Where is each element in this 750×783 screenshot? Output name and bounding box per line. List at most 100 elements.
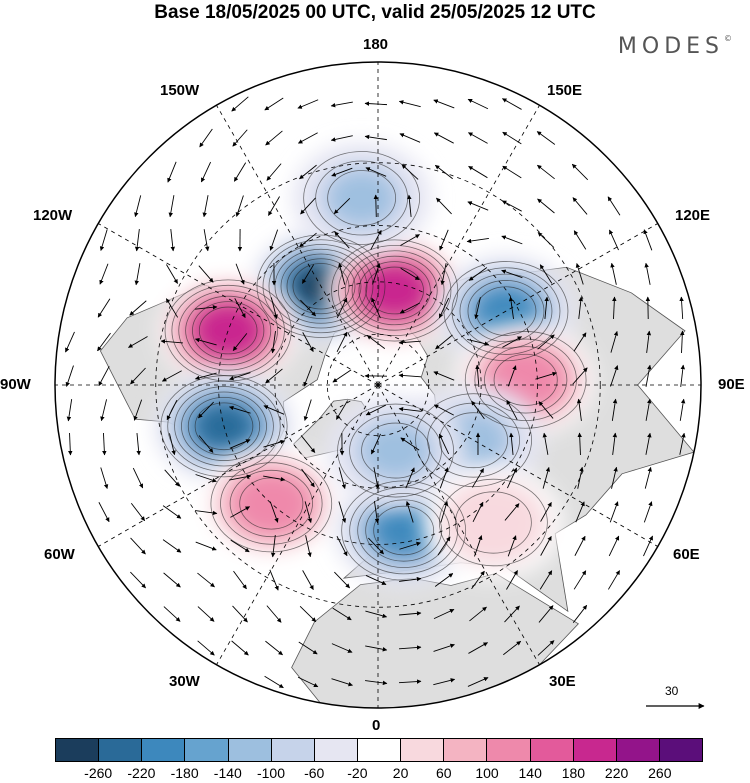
wind-arrow [572, 604, 588, 623]
brand-logo: MODES© [618, 34, 732, 59]
wind-arrow [398, 373, 422, 378]
wind-arrow [99, 229, 108, 251]
wind-arrow [134, 263, 141, 286]
wind-arrow [502, 165, 522, 179]
wind-arrow [264, 97, 284, 111]
wind-arrow [300, 435, 316, 453]
meridian-line [377, 384, 658, 547]
longitude-label: 60E [673, 546, 700, 563]
vector-scale-value: 30 [665, 684, 679, 698]
wind-arrow [508, 296, 514, 319]
contour-line [358, 261, 431, 320]
wind-arrow [434, 573, 454, 587]
wind-arrow [332, 607, 352, 621]
wind-arrow [99, 263, 109, 285]
wind-arrow [166, 264, 178, 284]
wind-arrow [539, 264, 553, 284]
anomaly-high [455, 323, 596, 436]
wind-arrow [197, 606, 215, 622]
colorbar-swatch [487, 739, 531, 761]
wind-arrow [167, 161, 177, 183]
wind-arrow [467, 98, 489, 110]
colorbar-tick-label: 140 [518, 765, 542, 781]
wind-arrow [372, 263, 381, 285]
anomaly-low [325, 394, 466, 507]
wind-arrow [643, 229, 653, 251]
wind-arrow [608, 535, 620, 557]
colorbar-tick-label: -100 [256, 765, 286, 781]
wind-arrow [438, 433, 450, 455]
wind-arrow [299, 232, 317, 248]
wind-arrow [334, 231, 350, 249]
wind-arrow [302, 570, 314, 590]
wind-arrow [607, 570, 621, 590]
wind-arrow [537, 640, 555, 656]
wind-arrow [299, 605, 317, 623]
wind-arrow [433, 608, 455, 620]
wind-arrow [398, 406, 421, 412]
wind-arrow [132, 467, 144, 489]
longitude-label: 150W [160, 82, 200, 99]
wind-arrow [645, 398, 652, 421]
contour-line [438, 478, 548, 567]
colorbar-swatch [357, 739, 402, 761]
colorbar-swatch [444, 739, 488, 761]
wind-arrow [133, 399, 143, 421]
wind-arrow [474, 297, 481, 320]
colorbar-tick-label: 260 [648, 765, 672, 781]
contour-line [475, 286, 537, 336]
wind-arrow [469, 606, 487, 622]
contour-line [454, 491, 532, 554]
wind-arrow [199, 128, 213, 148]
wind-arrow [166, 399, 178, 421]
contour-line [192, 301, 265, 360]
wind-arrow [578, 296, 584, 319]
colorbar-tick-label: -60 [304, 765, 325, 781]
colorbar-swatch [142, 739, 186, 761]
wind-arrow [194, 372, 217, 381]
contour-line [174, 386, 274, 467]
wind-arrow [195, 510, 218, 516]
wind-arrow [644, 262, 651, 285]
wind-arrow [475, 364, 480, 388]
wind-arrow [128, 336, 148, 348]
wind-arrow [365, 167, 387, 177]
colorbar-swatch [228, 739, 272, 761]
wind-arrow [434, 164, 453, 180]
wind-arrow [609, 501, 619, 523]
wind-arrow [164, 469, 180, 487]
wind-arrow [368, 537, 384, 555]
wind-arrow [300, 197, 316, 215]
wind-arrow [235, 195, 244, 217]
meridian-line [377, 223, 658, 386]
wind-arrow [198, 265, 214, 283]
colorbar-tick-label: 60 [436, 765, 452, 781]
anomaly-high [158, 274, 299, 387]
wind-arrow [170, 229, 176, 252]
wind-arrow [373, 194, 379, 218]
wind-arrow [373, 501, 380, 524]
wind-arrow [474, 535, 483, 557]
wind-arrow [163, 572, 181, 588]
contour-line [194, 402, 254, 451]
wind-arrow [334, 571, 350, 589]
colorbar-swatch [271, 739, 315, 761]
wind-arrow [506, 399, 518, 420]
contour-line [256, 234, 386, 338]
contour-line [198, 306, 258, 355]
wind-arrow [234, 298, 246, 319]
wind-arrow [610, 365, 619, 387]
colorbar-swatch [401, 739, 445, 761]
wind-arrow [433, 678, 456, 686]
wind-arrow [65, 365, 74, 387]
wind-arrow [439, 229, 449, 251]
wind-arrow [235, 263, 245, 285]
wind-arrow [537, 198, 555, 214]
wind-arrow [330, 101, 353, 108]
colorbar-swatch [56, 739, 100, 761]
longitude-label: 90W [0, 376, 31, 393]
wind-arrow [398, 100, 421, 108]
wind-arrow [130, 367, 146, 385]
contour-line [415, 393, 532, 488]
wind-arrow [467, 201, 489, 211]
